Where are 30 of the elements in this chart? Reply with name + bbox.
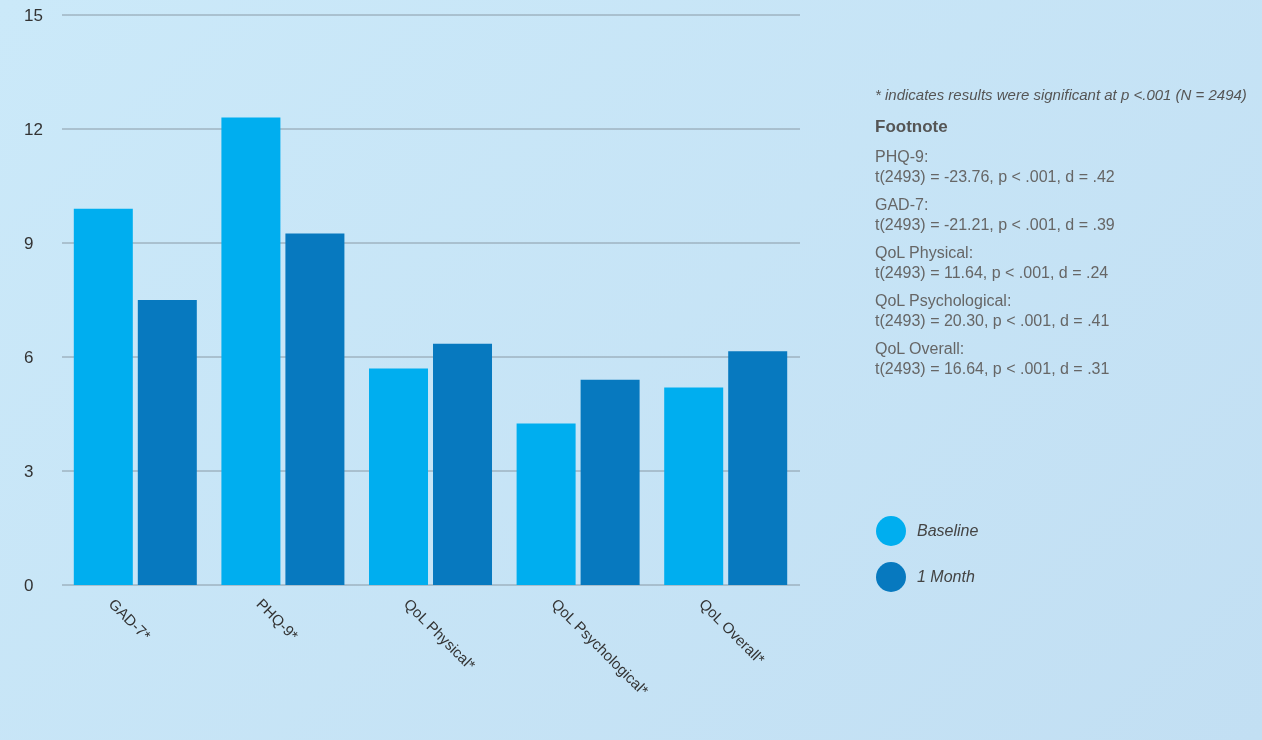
bar <box>664 387 724 585</box>
text: PHQ-9: <box>875 147 930 167</box>
bar <box>73 208 133 585</box>
text: GAD-7: <box>875 195 930 215</box>
y-tick-label: 3 <box>24 462 34 482</box>
legend-label: Baseline <box>917 522 979 540</box>
y-tick-label: 6 <box>24 348 34 368</box>
y-tick-label: 0 <box>24 576 34 596</box>
legend-label: 1 Month <box>917 568 975 586</box>
text: t(2493) = 16.64, p < .001, d = .31 <box>875 359 1111 379</box>
bar <box>137 300 197 585</box>
text: Footnote <box>875 117 949 137</box>
text: t(2493) = 11.64, p < .001, d = .24 <box>875 263 1110 283</box>
text: t(2493) = -23.76, p < .001, d = .42 <box>875 167 1116 187</box>
bar <box>516 423 576 585</box>
text: QoL Overall: <box>875 339 966 359</box>
text: * indicates results were significant at p <.001 (N = 2494) <box>875 85 1248 105</box>
text: t(2493) = 20.30, p < .001, d = .41 <box>875 311 1111 331</box>
text: t(2493) = -21.21, p < .001, d = .39 <box>875 215 1116 235</box>
bar <box>580 379 640 585</box>
text: QoL Psychological: <box>875 291 1013 311</box>
y-tick-label: 12 <box>24 120 43 140</box>
y-tick-label: 15 <box>24 6 43 26</box>
bar <box>369 368 429 585</box>
text: QoL Physical: <box>875 243 975 263</box>
bar <box>728 351 788 585</box>
bar <box>433 343 493 585</box>
bar <box>221 117 281 585</box>
y-tick-label: 9 <box>24 234 34 254</box>
bar <box>285 233 345 585</box>
